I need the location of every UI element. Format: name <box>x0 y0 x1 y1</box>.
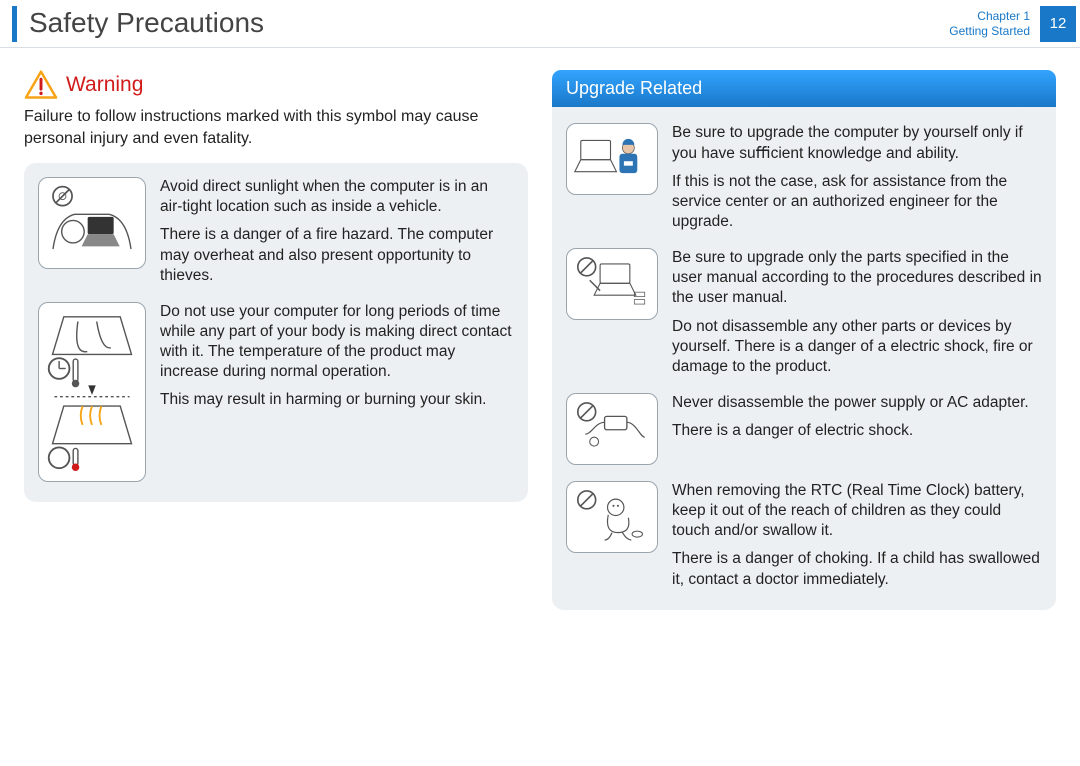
warning-intro: Failure to follow instructions marked wi… <box>24 106 528 149</box>
chapter-line1: Chapter 1 <box>949 9 1030 24</box>
precaution-p2: There is a danger of choking. If a child… <box>672 549 1042 589</box>
precaution-item: Do not use your computer for long period… <box>38 302 514 482</box>
section-title: Upgrade Related <box>552 70 1056 107</box>
precaution-p1: Do not use your computer for long period… <box>160 302 514 383</box>
precaution-text: Be sure to upgrade only the parts speciﬁ… <box>672 248 1042 377</box>
warning-label: Warning <box>66 71 143 98</box>
warning-heading: Warning <box>24 70 528 100</box>
precaution-p1: Never disassemble the power supply or AC… <box>672 393 1029 413</box>
page-number: 12 <box>1040 6 1076 42</box>
hot-lap-icon <box>38 302 146 482</box>
precaution-item: Avoid direct sunlight when the computer … <box>38 177 514 286</box>
precaution-p1: Be sure to upgrade only the parts speciﬁ… <box>672 248 1042 308</box>
no-screwdriver-icon <box>566 248 658 320</box>
precaution-p1: Be sure to upgrade the computer by yours… <box>672 123 1042 163</box>
header-accent <box>12 6 17 42</box>
precaution-p2: This may result in harming or burning yo… <box>160 390 514 410</box>
page-title: Safety Precautions <box>29 5 949 41</box>
chapter-text: Chapter 1 Getting Started <box>949 9 1030 39</box>
precaution-item: Be sure to upgrade the computer by yours… <box>566 123 1042 232</box>
precaution-p2: Do not disassemble any other parts or de… <box>672 317 1042 377</box>
page-header: Safety Precautions Chapter 1 Getting Sta… <box>0 0 1080 48</box>
right-column: Upgrade Related Be sure to upgrade the c… <box>552 70 1056 610</box>
car-sunlight-icon <box>38 177 146 269</box>
precaution-p1: Avoid direct sunlight when the computer … <box>160 177 514 217</box>
precaution-text: Avoid direct sunlight when the computer … <box>160 177 514 286</box>
chapter-block: Chapter 1 Getting Started 12 <box>949 6 1080 42</box>
left-panel: Avoid direct sunlight when the computer … <box>24 163 528 502</box>
no-adapter-icon <box>566 393 658 465</box>
warning-icon <box>24 70 58 100</box>
precaution-p1: When removing the RTC (Real Time Clock) … <box>672 481 1042 541</box>
precaution-p2: There is a danger of a ﬁre hazard. The c… <box>160 225 514 285</box>
precaution-item: When removing the RTC (Real Time Clock) … <box>566 481 1042 590</box>
precaution-item: Be sure to upgrade only the parts speciﬁ… <box>566 248 1042 377</box>
precaution-text: When removing the RTC (Real Time Clock) … <box>672 481 1042 590</box>
technician-icon <box>566 123 658 195</box>
precaution-text: Never disassemble the power supply or AC… <box>672 393 1029 465</box>
precaution-item: Never disassemble the power supply or AC… <box>566 393 1042 465</box>
right-panel: Upgrade Related Be sure to upgrade the c… <box>552 70 1056 610</box>
baby-battery-icon <box>566 481 658 553</box>
precaution-p2: If this is not the case, ask for assista… <box>672 172 1042 232</box>
content-columns: Warning Failure to follow instructions m… <box>0 48 1080 622</box>
precaution-text: Do not use your computer for long period… <box>160 302 514 482</box>
chapter-line2: Getting Started <box>949 24 1030 39</box>
left-column: Warning Failure to follow instructions m… <box>24 70 528 610</box>
precaution-text: Be sure to upgrade the computer by yours… <box>672 123 1042 232</box>
precaution-p2: There is a danger of electric shock. <box>672 421 1029 441</box>
